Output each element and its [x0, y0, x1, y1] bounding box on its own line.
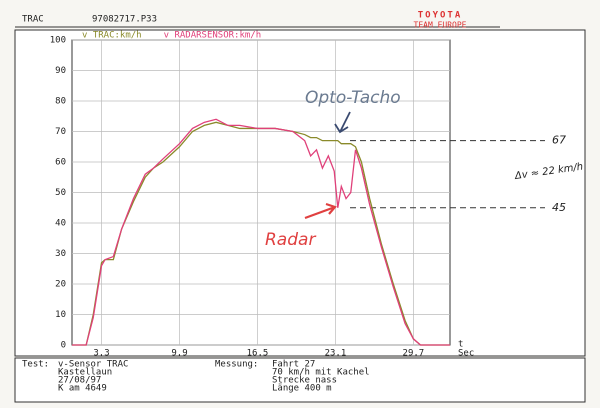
series-line	[72, 118, 450, 346]
y-tick-label: 40	[55, 219, 66, 229]
annotation: Opto-Tacho	[305, 88, 401, 108]
x-axis-label: t	[458, 340, 463, 350]
brand: TOYOTA	[418, 11, 463, 21]
footer-text: Test:	[22, 360, 49, 370]
footer-text: v-Sensor TRAC	[58, 360, 128, 370]
footer-text: Fahrt 27	[272, 360, 315, 370]
y-tick-label: 70	[55, 127, 66, 137]
y-tick-label: 0	[61, 341, 66, 351]
footer-text: Strecke nass	[272, 376, 337, 386]
footer-text: Kastellaun	[58, 368, 112, 378]
x-tick-label: 29.7	[403, 349, 425, 359]
reference-label: 45	[552, 201, 566, 214]
y-tick-label: 10	[55, 310, 66, 320]
annotation-arrow	[334, 111, 351, 134]
header-file: 97082717.P33	[92, 15, 157, 25]
annotation-arrow	[304, 202, 337, 220]
y-tick-label: 80	[55, 97, 66, 107]
footer-text: Länge 400 m	[272, 384, 332, 394]
y-tick-label: 100	[50, 36, 66, 46]
footer-text: Messung:	[215, 360, 258, 370]
y-tick-label: 50	[55, 188, 66, 198]
y-tick-label: 60	[55, 158, 66, 168]
y-tick-label: 90	[55, 66, 66, 76]
brand-sub: TEAM EUROPE	[414, 21, 467, 30]
legend-label: v TRAC:km/h	[82, 31, 142, 41]
legend-label: v RADARSENSOR:km/h	[164, 31, 262, 41]
y-tick-label: 30	[55, 249, 66, 259]
x-axis-unit: Sec	[458, 349, 474, 359]
footer-box	[14, 357, 586, 403]
reference-label: 67	[552, 134, 566, 147]
footer-text: K am 4649	[58, 384, 107, 394]
footer-text: 70 km/h mit Kachel	[272, 368, 370, 378]
x-tick-label: 23.1	[325, 349, 347, 359]
x-tick-label: 3.3	[93, 349, 109, 359]
x-tick-label: 16.5	[247, 349, 269, 359]
header-left: TRAC	[22, 15, 44, 25]
footer-text: 27/08/97	[58, 376, 101, 386]
annotation: Radar	[265, 230, 316, 250]
x-tick-label: 9.9	[171, 349, 187, 359]
y-tick-label: 20	[55, 280, 66, 290]
